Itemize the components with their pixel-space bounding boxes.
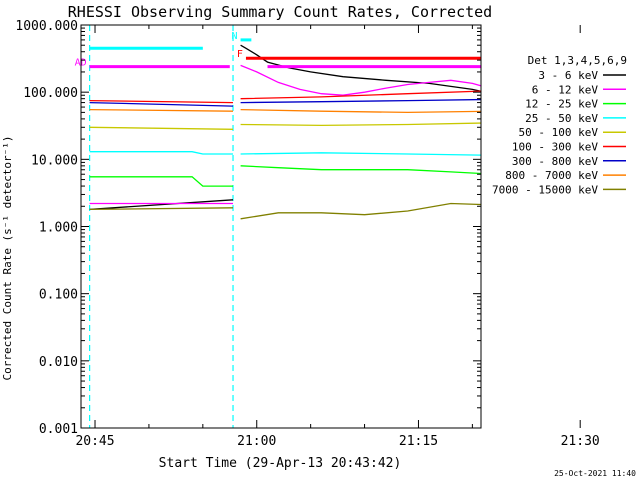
legend-label-0: 3 - 6 keV [538,69,598,82]
plot-inner [89,25,481,428]
x-tick-label-2: 21:15 [399,434,438,449]
series-line-8-0 [89,207,234,211]
series-line-3-1 [240,152,481,156]
axes: 1000.000 100.000 10.000 1.000 0.100 0.010 0.00… [15,19,600,449]
legend-label-6: 300 - 800 keV [512,155,598,168]
state-bar-label-7: N [232,31,238,42]
series-line-4-1 [240,122,481,127]
series-line-2-0 [89,176,233,187]
x-axis-label: Start Time (29-Apr-13 20:43:42) [159,456,402,471]
legend-label-4: 50 - 100 keV [519,126,599,139]
y-tick-label-3: 1.000 [39,221,78,236]
legend-label-2: 12 - 25 keV [525,98,598,111]
y-tick-label-4: 0.100 [39,288,78,303]
state-bar-label-2: F [237,49,243,60]
series-line-7-0 [89,108,234,112]
x-tick-label-3: 21:30 [561,434,600,449]
legend-label-5: 100 - 300 keV [512,141,598,154]
series-line-4-0 [89,126,234,130]
series-line-3-0 [89,151,233,155]
y-tick-label-6: 0.001 [39,422,78,437]
series-line-7-1 [240,108,481,114]
y-tick-label-5: 0.010 [39,355,78,370]
series-line-5-1 [240,90,481,100]
x-tick-label-0: 20:45 [75,434,114,449]
series-line-6-0 [89,101,234,107]
y-tick-label-1: 100.000 [23,86,78,101]
y-tick-label-0: 1000.000 [15,19,78,34]
series-line-1-1 [240,64,481,96]
plot-area: FADSN [75,25,481,428]
series-line-6-1 [240,98,481,104]
legend-title: Det 1,3,4,5,6,9 [528,54,627,67]
series-line-2-1 [240,165,481,175]
legend-label-7: 800 - 7000 keV [505,169,598,182]
series-line-8-1 [240,202,481,220]
series-line-5-0 [89,99,234,104]
legend-label-3: 25 - 50 keV [525,112,598,125]
x-tick-label-1: 21:00 [237,434,276,449]
series-line-0-0 [89,199,234,211]
y-tick-label-2: 10.000 [31,153,78,168]
chart-title: RHESSI Observing Summary Count Rates, Co… [68,3,492,21]
y-axis-label: Corrected Count Rate (s⁻¹ detector⁻¹) [1,135,14,380]
legend-label-8: 7000 - 15000 keV [492,183,598,196]
legend-label-1: 6 - 12 keV [532,83,599,96]
footer-timestamp: 25-Oct-2021 11:40 [554,469,636,478]
